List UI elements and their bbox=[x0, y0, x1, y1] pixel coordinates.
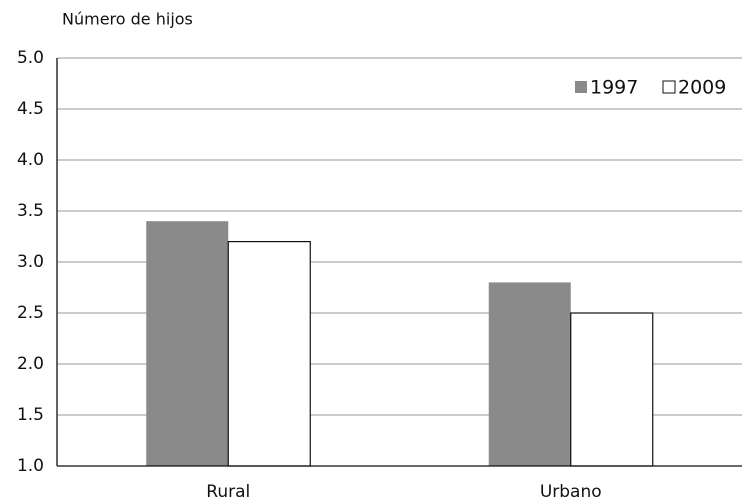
legend-swatch bbox=[662, 80, 676, 94]
y-tick-label: 4.5 bbox=[17, 99, 44, 119]
bar bbox=[488, 282, 571, 466]
y-tick-label: 5.0 bbox=[17, 48, 44, 68]
y-axis-label: Número de hijos bbox=[62, 10, 193, 29]
y-tick-label: 4.0 bbox=[17, 150, 44, 170]
legend-label: 1997 bbox=[590, 77, 638, 99]
bar bbox=[146, 221, 229, 466]
x-tick-label: Rural bbox=[206, 482, 250, 501]
y-tick-label: 1.0 bbox=[17, 456, 44, 476]
y-tick-label: 3.5 bbox=[17, 201, 44, 221]
y-tick-label: 1.5 bbox=[17, 405, 44, 425]
y-tick-label: 2.0 bbox=[17, 354, 44, 374]
y-tick-label: 3.0 bbox=[17, 252, 44, 272]
legend-swatch bbox=[575, 81, 587, 93]
y-tick-label: 2.5 bbox=[17, 303, 44, 323]
bar bbox=[570, 312, 654, 467]
x-tick-label: Urbano bbox=[540, 482, 602, 501]
bar bbox=[227, 241, 311, 467]
legend-label: 2009 bbox=[678, 77, 726, 99]
